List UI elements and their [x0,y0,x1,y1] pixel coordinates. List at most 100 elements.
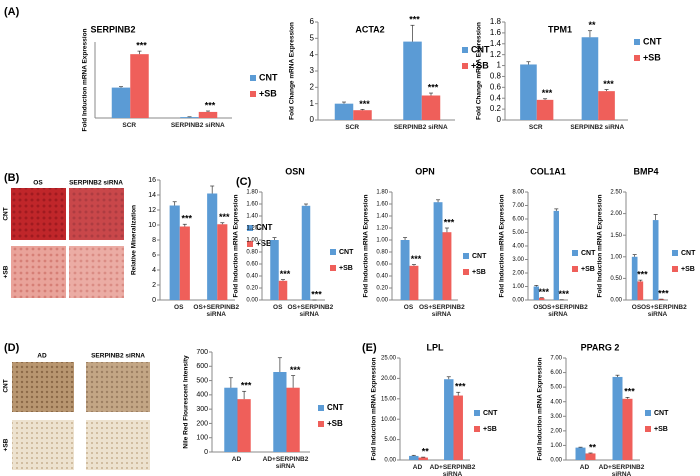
y-tick-label: 2 [152,282,156,289]
x-tick-label: SERPINB2 siRNA [170,122,225,129]
legend-label: CNT [654,410,669,417]
y-tick-label: 2.00 [610,211,622,217]
y-tick-label: 0.00 [376,298,388,304]
bar [198,111,218,118]
image-column-label: SERPINB2 siRNA [69,180,123,187]
legend-label: +SB [483,426,497,433]
x-tick-label: OS+SERPINB2 siRNA [287,304,334,318]
bar [400,240,410,300]
legend-swatch [463,253,469,259]
bar [442,232,452,300]
significance: *** [637,270,648,280]
bar [553,210,559,300]
legend-label: CNT [483,410,498,417]
y-tick-label: 14 [148,192,156,199]
bar [612,376,623,460]
y-tick-label: 0.00 [246,298,258,304]
bar [278,280,288,300]
micrograph [11,188,66,240]
y-tick-label: 0.50 [610,276,622,282]
image-column-label: OS [33,180,43,187]
micrograph [86,362,150,412]
bar [652,220,659,300]
image-row-label: CNT [3,207,10,220]
y-tick-label: 6 [152,252,156,259]
y-tick-label: 0.80 [376,250,388,256]
image-row-label: +SB [3,438,10,451]
bar [169,205,180,300]
y-tick-label: 0.00 [550,458,562,464]
micrograph [69,246,124,298]
chart-title: OSN [285,166,305,176]
x-tick-label: SCR [528,124,543,131]
bar [575,447,586,460]
y-tick-label: 0.60 [376,262,388,268]
x-tick-label: SERPINB2 siRNA [393,124,448,131]
legend-label: +SB [654,426,668,433]
bar [658,299,665,300]
x-tick-label: OS [533,304,543,311]
legend-swatch [462,47,468,53]
legend-swatch [645,410,651,416]
panel-label: (E) [362,342,377,354]
y-tick-label: 0 [152,297,156,304]
bar [533,286,539,300]
panel-label: (B) [4,172,20,184]
significance: *** [658,289,669,299]
chart-title: PPARG 2 [581,342,620,352]
legend-label: CNT [327,403,344,412]
chart-title: SERPINB2 [90,24,135,34]
x-tick-label: OS [631,304,642,311]
legend-label: +SB [339,265,353,272]
y-tick-label: 4.00 [512,244,524,250]
y-tick-label: 1.6 [490,28,502,37]
legend-swatch [247,241,253,247]
legend-swatch [474,426,480,432]
y-tick-label: 5.00 [384,437,396,443]
y-tick-label: 400 [196,392,208,399]
bar [286,387,300,452]
bar [217,224,228,300]
chart-title: TPM1 [548,24,572,34]
y-axis-label: Fold Change mRNA Expression [476,22,483,120]
y-tick-label: 600 [196,363,208,370]
significance: *** [219,212,230,222]
image-row-label: CNT [3,379,10,392]
legend-swatch [672,250,678,256]
y-tick-label: 1.50 [610,233,622,239]
legend-label: CNT [581,250,596,257]
legend-swatch [645,426,651,432]
significance: *** [603,79,614,89]
legend-label: +SB [256,239,272,248]
y-tick-label: 6.00 [512,217,524,223]
significance: *** [409,15,420,25]
significance: *** [136,40,147,50]
legend-swatch [330,265,336,271]
x-tick-label: OS+SERPINB2 siRNA [193,304,240,318]
y-tick-label: 1.00 [610,254,622,260]
micrograph [86,420,150,470]
y-tick-label: 0.6 [490,82,502,91]
y-axis-label: Fold Induction mRNA Expression [537,357,544,460]
legend-swatch [474,410,480,416]
y-tick-label: 300 [196,406,208,413]
y-tick-label: 1 [310,99,315,108]
bar [418,457,428,460]
micrograph [12,420,74,470]
x-tick-label: AD+SERPINB2 siRNA [429,464,476,476]
image-column-label: SERPINB2 siRNA [91,353,145,360]
y-tick-label: 25.00 [381,356,397,362]
y-axis-label: Fold Induction mRNA Expression [363,194,370,297]
bar [334,103,354,120]
bar [536,99,554,120]
legend-swatch [250,75,256,81]
x-tick-label: SERPINB2 siRNA [570,124,625,131]
bar [179,226,190,300]
y-tick-label: 12 [148,207,156,214]
y-tick-label: 1.2 [490,50,502,59]
bar [224,387,238,452]
legend-label: CNT [643,36,662,46]
y-tick-label: 0.4 [490,93,502,102]
bar [585,453,596,460]
legend-swatch [318,405,324,411]
